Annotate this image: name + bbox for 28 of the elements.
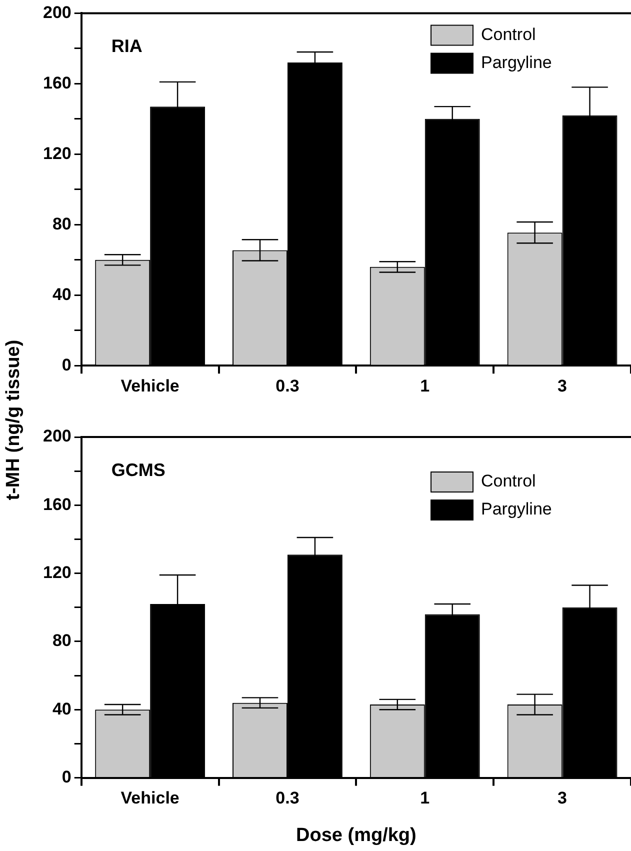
y-tick-label: 0 xyxy=(62,767,72,786)
x-tick-label: Vehicle xyxy=(120,788,180,808)
y-tick-label: 160 xyxy=(42,73,72,92)
x-tick-label: 1 xyxy=(420,376,430,396)
y-axis-title: t-MH (ng/g tissue) xyxy=(3,340,25,500)
y-tick-label: 200 xyxy=(42,2,72,22)
y-tick-label: 80 xyxy=(52,631,72,650)
legend-label: Control xyxy=(481,472,536,491)
y-tick-label: 80 xyxy=(52,214,72,234)
x-tick-label: 3 xyxy=(558,788,568,808)
annotation: RIA xyxy=(111,36,142,56)
x-axis-title: Dose (mg/kg) xyxy=(296,824,416,846)
legend-label: Pargyline xyxy=(481,52,552,72)
y-tick-label: 120 xyxy=(42,563,72,582)
y-tick-label: 160 xyxy=(42,494,72,514)
y-tick-label: 200 xyxy=(42,426,72,446)
x-tick-label: 0.3 xyxy=(276,376,300,396)
x-tick-label: 1 xyxy=(420,788,430,808)
x-tick-label: Vehicle xyxy=(120,376,180,396)
annotation: GCMS xyxy=(111,460,166,480)
y-tick-label: 40 xyxy=(52,699,72,718)
x-tick-label: 3 xyxy=(558,376,568,396)
y-tick-label: 0 xyxy=(62,355,72,374)
legend-label: Control xyxy=(481,24,536,44)
legend-label: Pargyline xyxy=(481,500,552,519)
y-tick-label: 120 xyxy=(42,144,72,163)
x-tick-label: 0.3 xyxy=(276,788,300,808)
y-tick-label: 40 xyxy=(52,284,72,304)
